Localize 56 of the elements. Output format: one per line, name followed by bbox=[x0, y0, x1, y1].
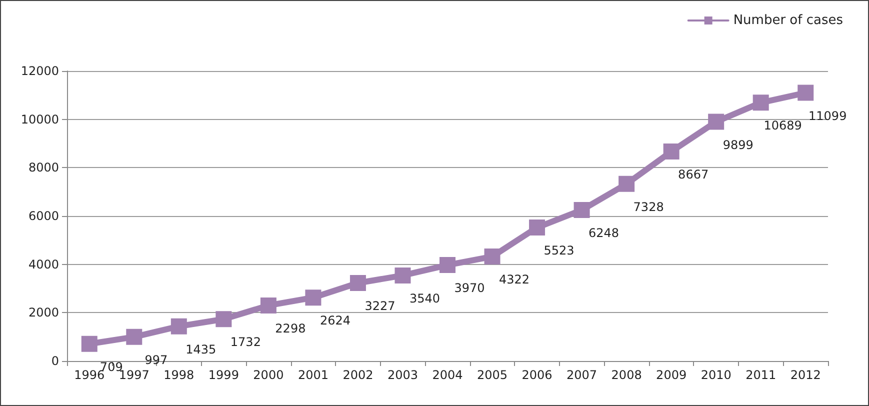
x-tick-label: 2009 bbox=[656, 368, 687, 382]
data-label: 3540 bbox=[409, 291, 440, 306]
x-tick-label: 2000 bbox=[253, 368, 284, 382]
data-label: 5523 bbox=[544, 244, 574, 258]
point bbox=[170, 318, 187, 334]
y-tick-label: 2000 bbox=[28, 306, 59, 320]
point bbox=[440, 257, 456, 274]
y-tick-label: 10000 bbox=[20, 112, 59, 126]
y-tick-label: 6000 bbox=[28, 209, 59, 223]
x-tick-label: 2004 bbox=[432, 368, 463, 382]
point bbox=[216, 311, 232, 328]
y-tick-label: 4000 bbox=[28, 257, 59, 272]
data-label: 8667 bbox=[678, 168, 709, 182]
point bbox=[305, 290, 322, 306]
x-tick-label: 2012 bbox=[790, 368, 821, 382]
point bbox=[81, 336, 98, 352]
x-tick-label: 2010 bbox=[700, 368, 732, 382]
point bbox=[798, 84, 814, 101]
point bbox=[752, 94, 769, 111]
y-tick-label: 0 bbox=[51, 354, 59, 368]
data-label: 1435 bbox=[186, 342, 216, 356]
point bbox=[126, 328, 142, 345]
y-tick-label: 8000 bbox=[28, 160, 59, 175]
data-label: 3970 bbox=[454, 281, 485, 296]
y-tick-label: 12000 bbox=[20, 64, 59, 78]
point bbox=[663, 144, 680, 160]
point bbox=[260, 297, 276, 314]
legend-label: Number of cases bbox=[733, 13, 844, 28]
x-tick-label: 1999 bbox=[208, 368, 239, 382]
x-tick-label: 2008 bbox=[611, 368, 642, 382]
data-label: 7328 bbox=[633, 200, 664, 214]
x-tick-label: 2005 bbox=[476, 368, 508, 382]
data-label: 4322 bbox=[498, 272, 530, 287]
x-tick-label: 2002 bbox=[342, 368, 374, 382]
point bbox=[618, 176, 635, 192]
data-label: 9899 bbox=[722, 138, 754, 152]
data-label: 1732 bbox=[230, 335, 261, 350]
data-label: 11099 bbox=[808, 108, 847, 123]
x-tick-label: 2003 bbox=[387, 368, 418, 382]
point bbox=[574, 202, 590, 218]
data-label: 3227 bbox=[364, 299, 396, 314]
x-tick-label: 2007 bbox=[566, 368, 598, 382]
point bbox=[394, 267, 411, 284]
x-tick-label: 2006 bbox=[522, 368, 552, 382]
data-label: 10689 bbox=[764, 118, 802, 133]
data-label: 6248 bbox=[588, 226, 620, 240]
data-label: 2624 bbox=[320, 314, 350, 328]
point bbox=[350, 275, 366, 292]
data-label: 997 bbox=[144, 352, 168, 367]
data-label: 2298 bbox=[275, 321, 306, 336]
point bbox=[708, 114, 724, 130]
x-tick-label: 2011 bbox=[746, 368, 776, 382]
x-tick-label: 2001 bbox=[298, 368, 328, 382]
point bbox=[529, 220, 546, 236]
x-tick-label: 1998 bbox=[164, 368, 194, 382]
point bbox=[484, 248, 500, 265]
